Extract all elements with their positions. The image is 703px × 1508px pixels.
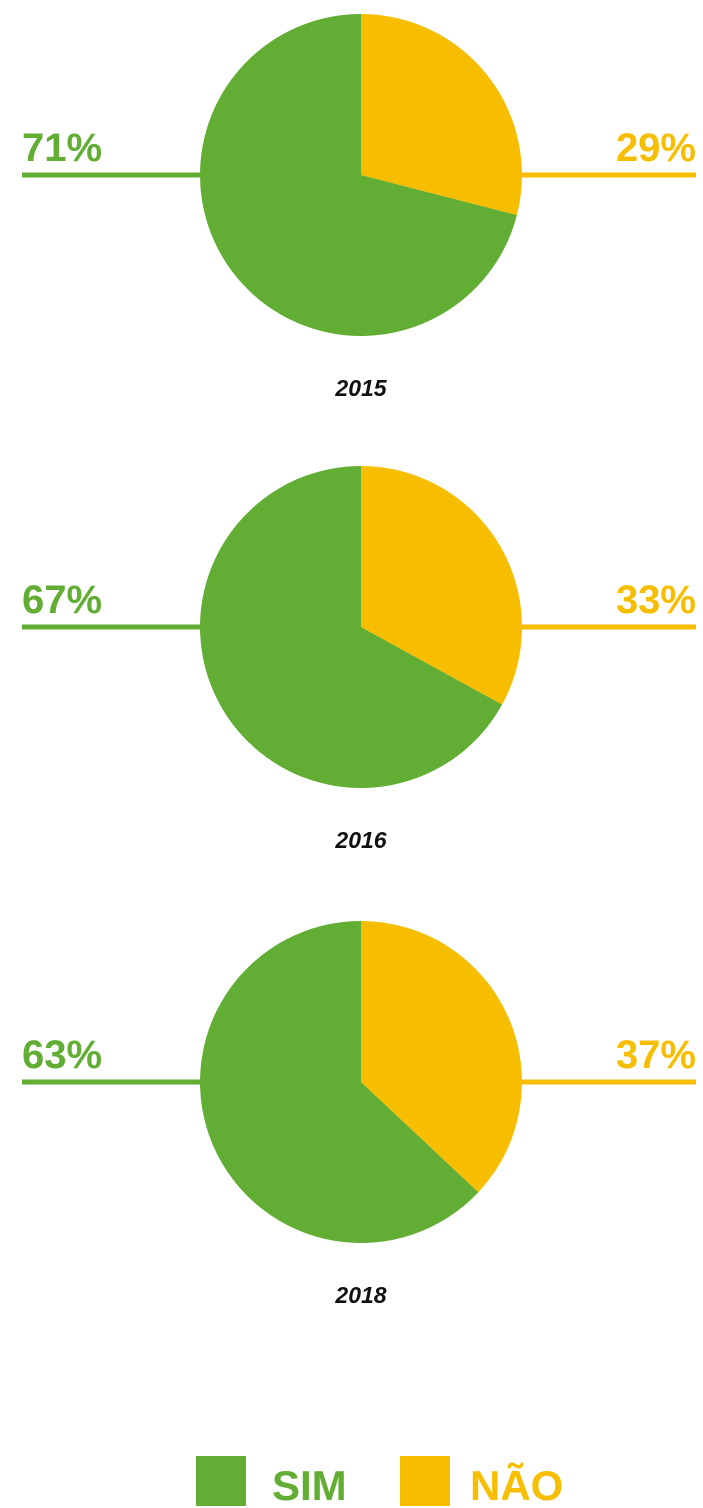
pie-slice	[361, 921, 522, 1193]
pie-slice	[200, 466, 503, 788]
legend-swatch	[196, 1456, 246, 1506]
value-label: 63%	[22, 1033, 102, 1077]
pie-slice	[361, 466, 522, 705]
value-label: 33%	[616, 578, 696, 622]
pie-slice	[200, 14, 517, 336]
chart-title: 2015	[334, 375, 387, 401]
value-label: 67%	[22, 578, 102, 622]
chart-title: 2018	[334, 1282, 386, 1308]
value-label: 71%	[22, 126, 102, 170]
chart-title: 2016	[334, 827, 386, 853]
legend-swatch	[400, 1456, 450, 1506]
legend-label: SIM	[272, 1462, 347, 1508]
pie-slice	[361, 14, 522, 216]
value-label: 29%	[616, 126, 696, 170]
pie-slice	[199, 921, 479, 1243]
value-label: 37%	[616, 1033, 696, 1077]
legend-label: NÃO	[470, 1462, 563, 1508]
